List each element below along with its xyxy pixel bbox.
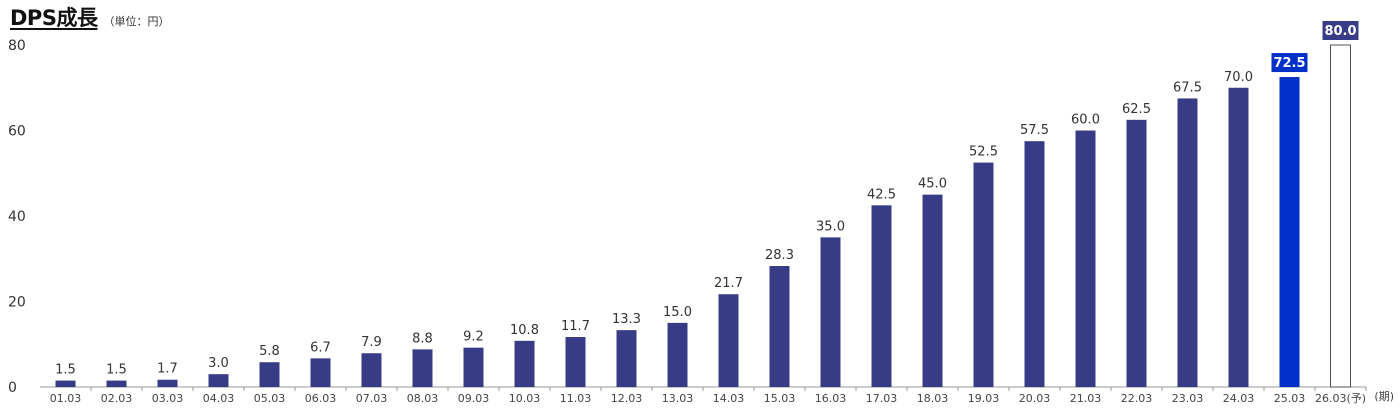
value-label: 42.5 <box>867 187 896 202</box>
x-tick-label: 11.03 <box>560 392 592 405</box>
bar <box>1075 130 1096 387</box>
value-label: 1.7 <box>157 362 178 377</box>
x-tick-label: 23.03 <box>1172 392 1204 405</box>
bar <box>208 374 229 387</box>
bar <box>922 194 943 387</box>
x-tick-label: 22.03 <box>1121 392 1153 405</box>
x-tick-label: 15.03 <box>764 392 796 405</box>
bar <box>1228 87 1249 387</box>
current-bar <box>1279 77 1300 387</box>
bar <box>55 380 76 387</box>
value-label: 60.0 <box>1071 113 1100 128</box>
value-label-box <box>1322 21 1359 40</box>
x-tick-label: 08.03 <box>407 392 439 405</box>
x-tick-label: 10.03 <box>509 392 541 405</box>
bar <box>1177 98 1198 387</box>
bar <box>412 349 433 387</box>
value-label: 11.7 <box>561 319 590 334</box>
value-label: 21.7 <box>714 276 743 291</box>
value-label: 57.5 <box>1020 123 1049 138</box>
x-tick-label: 01.03 <box>50 392 82 405</box>
y-tick-label: 0 <box>8 380 17 396</box>
x-tick-label: 20.03 <box>1019 392 1051 405</box>
value-label: 62.5 <box>1122 102 1151 117</box>
bar <box>157 379 178 387</box>
bar <box>106 380 127 387</box>
x-tick-label: 12.03 <box>611 392 643 405</box>
value-label: 7.9 <box>361 335 382 350</box>
x-tick-label: 04.03 <box>203 392 235 405</box>
bar <box>514 340 535 387</box>
x-tick-label: 09.03 <box>458 392 490 405</box>
bar <box>769 266 790 387</box>
unit-label: （単位：円） <box>103 15 170 28</box>
value-label: 3.0 <box>208 356 229 371</box>
value-label: 35.0 <box>816 219 845 234</box>
x-tick-label: 24.03 <box>1223 392 1255 405</box>
bar <box>718 294 739 387</box>
x-tick-label: 02.03 <box>101 392 133 405</box>
value-label: 1.5 <box>106 363 127 378</box>
y-tick-label: 40 <box>8 209 26 225</box>
bar <box>871 205 892 387</box>
x-tick-label: 13.03 <box>662 392 694 405</box>
x-tick-label: 05.03 <box>254 392 286 405</box>
bar <box>310 358 331 387</box>
x-tick-label: 19.03 <box>968 392 1000 405</box>
forecast-bar <box>1330 44 1351 388</box>
x-tick-label: 18.03 <box>917 392 949 405</box>
value-label: 67.5 <box>1173 80 1202 95</box>
value-label: 5.8 <box>259 344 280 359</box>
x-axis-unit-label: (期) <box>1374 390 1394 403</box>
x-tick-label: 16.03 <box>815 392 847 405</box>
value-label: 70.0 <box>1224 70 1253 85</box>
bar <box>973 162 994 387</box>
x-tick-label: 14.03 <box>713 392 745 405</box>
chart-title: DPS成長 <box>10 6 98 30</box>
bar <box>820 237 841 387</box>
bar <box>565 336 586 387</box>
value-label: 52.5 <box>969 145 998 160</box>
bar <box>616 330 637 387</box>
value-label: 6.7 <box>310 340 331 355</box>
value-label: 9.2 <box>463 330 484 345</box>
x-tick-label: 25.03 <box>1274 392 1306 405</box>
value-label: 8.8 <box>412 331 433 346</box>
value-label: 80.0 <box>1324 24 1356 39</box>
bar <box>1126 119 1147 387</box>
value-label: 72.5 <box>1273 56 1305 71</box>
value-label-box <box>1271 53 1308 73</box>
bar <box>259 362 280 387</box>
y-tick-label: 60 <box>8 124 26 140</box>
value-label: 13.3 <box>612 312 641 327</box>
value-label: 10.8 <box>510 323 539 338</box>
x-tick-label: 21.03 <box>1070 392 1102 405</box>
bar <box>1024 141 1045 387</box>
y-tick-label: 80 <box>8 38 26 54</box>
y-tick-label: 20 <box>8 295 26 311</box>
chart-header: DPS成長 （単位：円） <box>10 2 169 32</box>
value-label: 28.3 <box>765 248 794 263</box>
x-tick-label: 17.03 <box>866 392 898 405</box>
x-tick-label: 06.03 <box>305 392 337 405</box>
value-label: 15.0 <box>663 305 692 320</box>
x-tick-label: 07.03 <box>356 392 388 405</box>
bar <box>667 322 688 387</box>
bar <box>463 347 484 387</box>
value-label: 1.5 <box>55 363 76 378</box>
value-label: 45.0 <box>918 177 947 192</box>
bar <box>361 353 382 387</box>
x-tick-label: 03.03 <box>152 392 184 405</box>
x-tick-label: 26.03(予) <box>1315 392 1366 405</box>
